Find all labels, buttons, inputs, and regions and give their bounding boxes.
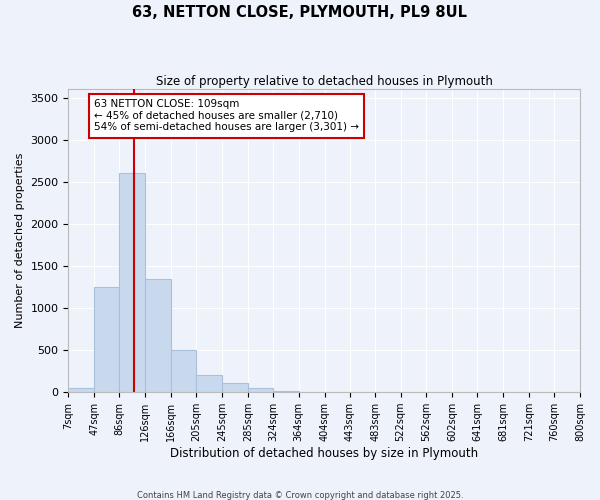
Bar [145, 278, 171, 392]
Text: 63, NETTON CLOSE, PLYMOUTH, PL9 8UL: 63, NETTON CLOSE, PLYMOUTH, PL9 8UL [133, 5, 467, 20]
Bar [171, 350, 196, 392]
Bar [248, 388, 273, 392]
Y-axis label: Number of detached properties: Number of detached properties [15, 153, 25, 328]
Bar [68, 388, 94, 392]
Bar [196, 376, 222, 392]
Text: Contains HM Land Registry data © Crown copyright and database right 2025.: Contains HM Land Registry data © Crown c… [137, 490, 463, 500]
X-axis label: Distribution of detached houses by size in Plymouth: Distribution of detached houses by size … [170, 447, 478, 460]
Text: 63 NETTON CLOSE: 109sqm
← 45% of detached houses are smaller (2,710)
54% of semi: 63 NETTON CLOSE: 109sqm ← 45% of detache… [94, 100, 359, 132]
Bar [222, 383, 248, 392]
Bar [119, 174, 145, 392]
Bar [94, 287, 119, 392]
Title: Size of property relative to detached houses in Plymouth: Size of property relative to detached ho… [156, 75, 493, 88]
